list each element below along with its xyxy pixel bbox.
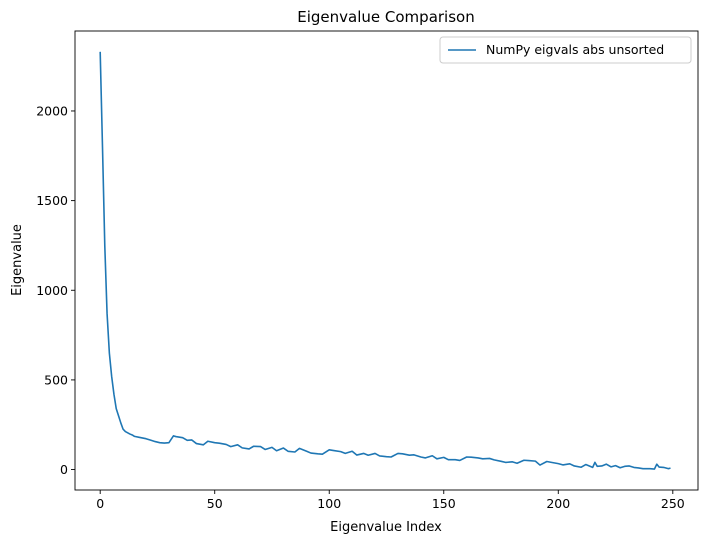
chart-title: Eigenvalue Comparison bbox=[297, 8, 474, 26]
legend: NumPy eigvals abs unsorted bbox=[439, 36, 692, 64]
series-line-0 bbox=[99, 51, 671, 470]
x-tick-label: 100 bbox=[317, 496, 341, 511]
x-tick-label: 150 bbox=[432, 496, 456, 511]
y-tick-label: 2000 bbox=[36, 103, 68, 118]
y-tick-label: 500 bbox=[44, 372, 68, 387]
legend-box bbox=[439, 36, 692, 64]
x-tick-label: 50 bbox=[207, 496, 223, 511]
x-tick-label: 0 bbox=[96, 496, 104, 511]
x-tick-label: 200 bbox=[546, 496, 570, 511]
y-tick-label: 0 bbox=[60, 462, 68, 477]
axes-frame bbox=[74, 30, 699, 491]
legend-entry-label: NumPy eigvals abs unsorted bbox=[486, 42, 664, 57]
y-axis-title: Eigenvalue bbox=[10, 224, 25, 296]
x-axis: 0 50 100 150 200 250 bbox=[96, 490, 685, 511]
y-tick-label: 1500 bbox=[36, 193, 68, 208]
x-axis-title: Eigenvalue Index bbox=[330, 520, 442, 535]
x-tick-label: 250 bbox=[661, 496, 685, 511]
plot-area bbox=[99, 51, 671, 470]
y-tick-label: 1000 bbox=[36, 283, 68, 298]
y-axis: 0 500 1000 1500 2000 bbox=[36, 103, 75, 477]
